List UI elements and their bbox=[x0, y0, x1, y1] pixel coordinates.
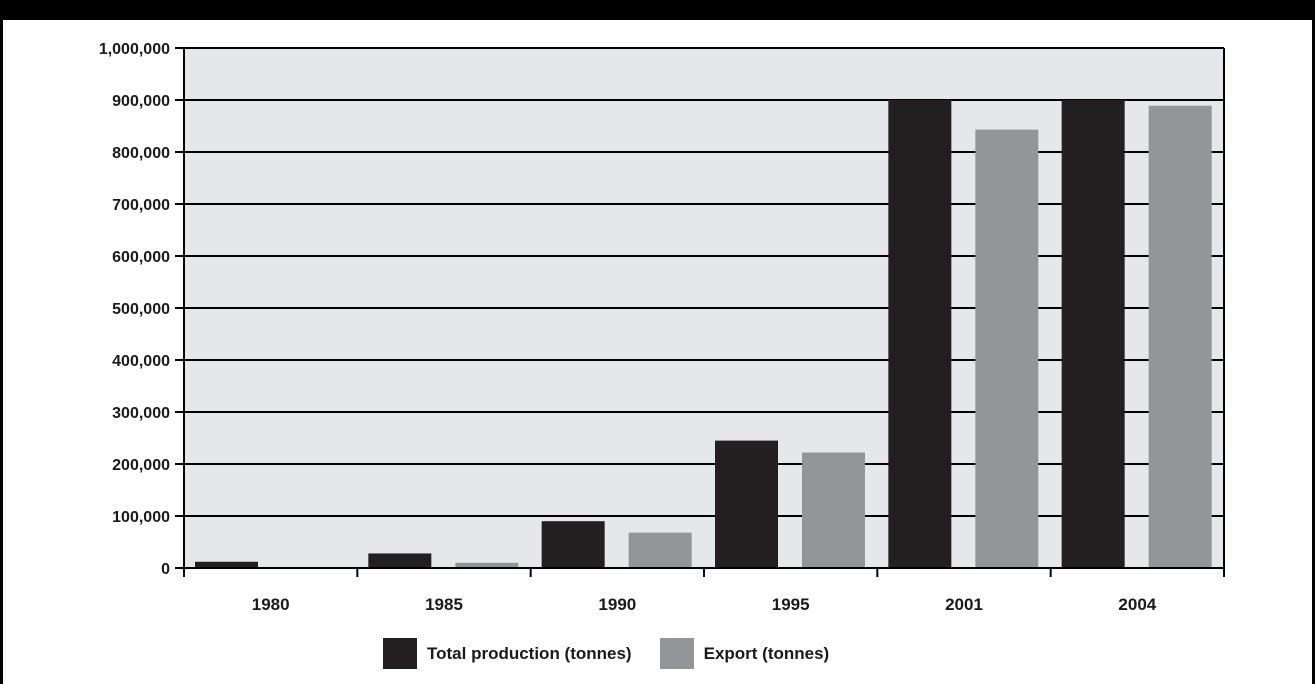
y-tick-label: 900,000 bbox=[112, 93, 170, 110]
y-tick-label: 300,000 bbox=[112, 405, 170, 422]
bar-export-1990 bbox=[628, 532, 692, 568]
chart-legend: Total production (tonnes) Export (tonnes… bbox=[383, 638, 857, 669]
x-tick-label: 1980 bbox=[252, 595, 290, 614]
x-tick-label: 1985 bbox=[425, 595, 463, 614]
bar-export-2004 bbox=[1148, 105, 1212, 568]
legend-item-total-production: Total production (tonnes) bbox=[383, 638, 632, 669]
x-tick-label: 1990 bbox=[598, 595, 636, 614]
x-tick-label: 2004 bbox=[1118, 595, 1156, 614]
y-tick-label: 700,000 bbox=[112, 197, 170, 214]
legend-label-export: Export (tonnes) bbox=[703, 643, 830, 663]
bar-export-1985 bbox=[455, 562, 519, 568]
y-tick-label: 800,000 bbox=[112, 145, 170, 162]
y-tick-label: 500,000 bbox=[112, 301, 170, 318]
bar-total-production-1995 bbox=[715, 440, 778, 568]
legend-label-total-production: Total production (tonnes) bbox=[427, 643, 632, 663]
bar-export-1995 bbox=[802, 452, 865, 568]
legend-item-export: Export (tonnes) bbox=[659, 638, 830, 669]
left-border-rule bbox=[0, 20, 3, 684]
legend-swatch-export bbox=[659, 638, 694, 669]
y-tick-label: 400,000 bbox=[112, 353, 170, 370]
top-border-bar bbox=[0, 0, 1315, 20]
x-tick-label: 2001 bbox=[945, 595, 983, 614]
bar-export-2001 bbox=[975, 129, 1039, 568]
bar-total-production-2001 bbox=[888, 100, 952, 568]
x-tick-label: 1995 bbox=[772, 595, 810, 614]
y-tick-label: 100,000 bbox=[112, 509, 170, 526]
bar-total-production-1980 bbox=[195, 561, 258, 568]
bar-total-production-1990 bbox=[541, 521, 605, 568]
bar-total-production-1985 bbox=[368, 553, 432, 568]
y-tick-label: 0 bbox=[161, 561, 170, 578]
y-tick-label: 200,000 bbox=[112, 457, 170, 474]
right-border-rule bbox=[1312, 20, 1315, 684]
y-tick-label: 1,000,000 bbox=[99, 41, 170, 58]
y-tick-label: 600,000 bbox=[112, 249, 170, 266]
bar-total-production-2004 bbox=[1061, 100, 1125, 568]
legend-swatch-total-production bbox=[383, 638, 417, 669]
